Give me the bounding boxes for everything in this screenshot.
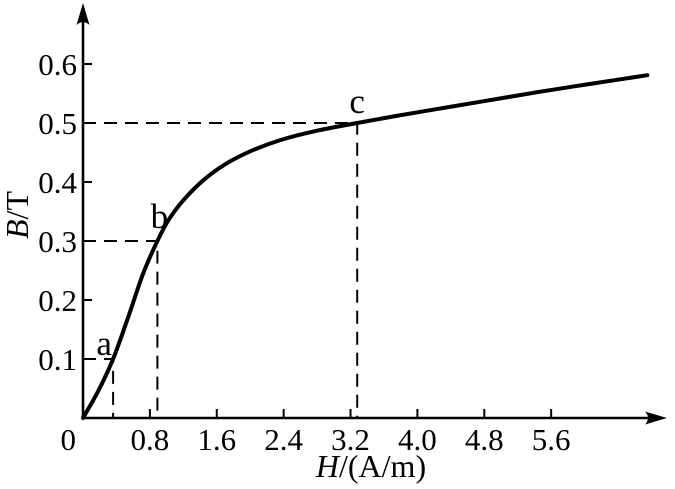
curve-layer (81, 73, 650, 420)
x-axis-label-unit: /(A/m) (339, 448, 426, 484)
y-axis-arrow-icon (76, 3, 90, 25)
y-axis-label-symbol: B (0, 219, 35, 239)
ticks-layer: 0.8 1.6 2.4 3.2 4.0 4.8 5.6 0.1 0.2 0.3 0.4 0.5 0.6 (38, 47, 570, 457)
y-tick-label: 0.3 (38, 224, 77, 259)
y-axis-label-unit: /T (0, 191, 35, 220)
x-tick-label: 1.6 (197, 422, 236, 457)
x-axis-arrow-icon (645, 411, 667, 425)
x-tick-label: 3.2 (331, 422, 370, 457)
y-tick-label: 0.4 (38, 165, 77, 200)
x-tick-label: 5.6 (532, 422, 571, 457)
point-labels-layer: a b c (96, 82, 365, 363)
x-tick-label: 2.4 (264, 422, 303, 457)
y-axis-label: B/T (0, 191, 35, 239)
point-label-b: b (151, 197, 169, 236)
axes-layer (76, 3, 667, 425)
y-tick-label: 0.5 (38, 106, 77, 141)
x-tick-label: 4.8 (465, 422, 504, 457)
x-tick-label: 4.0 (398, 422, 437, 457)
y-tick-label: 0.1 (38, 342, 77, 377)
y-tick-label: 0.6 (38, 47, 77, 82)
x-axis-label-symbol: H (315, 448, 341, 484)
x-axis-label: H/(A/m) (315, 448, 426, 484)
bh-curve-path (81, 73, 650, 420)
x-tick-label: 0.8 (131, 422, 170, 457)
origin-label: 0 (61, 422, 77, 457)
y-tick-label: 0.2 (38, 283, 77, 318)
point-label-c: c (349, 82, 365, 121)
point-label-a: a (96, 324, 112, 363)
